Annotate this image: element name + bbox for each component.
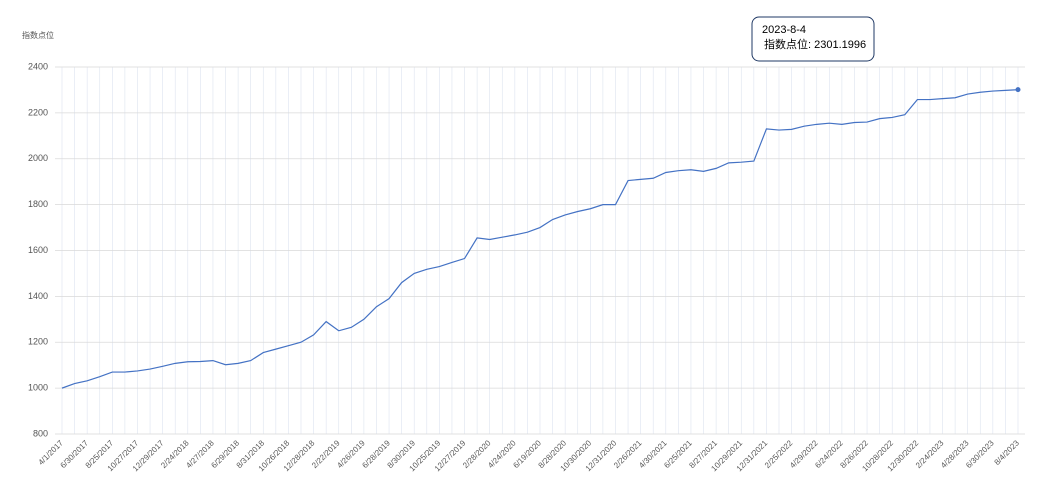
- y-tick-label: 1800: [28, 199, 48, 209]
- tooltip: 2023-8-4 指数点位: 2301.1996: [751, 16, 875, 62]
- y-tick-label: 1400: [28, 291, 48, 301]
- plot: [61, 87, 1021, 389]
- x-tick-label: 8/4/2023: [993, 438, 1022, 467]
- y-tick-label: 1000: [28, 383, 48, 393]
- highlight-point: [1015, 87, 1021, 93]
- y-axis-title: 指数点位: [22, 30, 54, 40]
- y-tick-label: 800: [33, 428, 48, 438]
- y-tick-label: 1200: [28, 337, 48, 347]
- series-line: [61, 89, 1019, 389]
- tooltip-text: 指数点位: 2301.1996: [764, 37, 866, 51]
- y-tick-label: 2200: [28, 107, 48, 117]
- y-tick-label: 2400: [28, 61, 48, 71]
- tooltip-box: [751, 16, 875, 62]
- y-tick-label: 2000: [28, 153, 48, 163]
- grid: [55, 66, 1025, 435]
- y-tick-label: 1600: [28, 245, 48, 255]
- x-tick-label: 6/30/2023: [964, 438, 996, 470]
- tooltip-date: 2023-8-4: [762, 24, 806, 36]
